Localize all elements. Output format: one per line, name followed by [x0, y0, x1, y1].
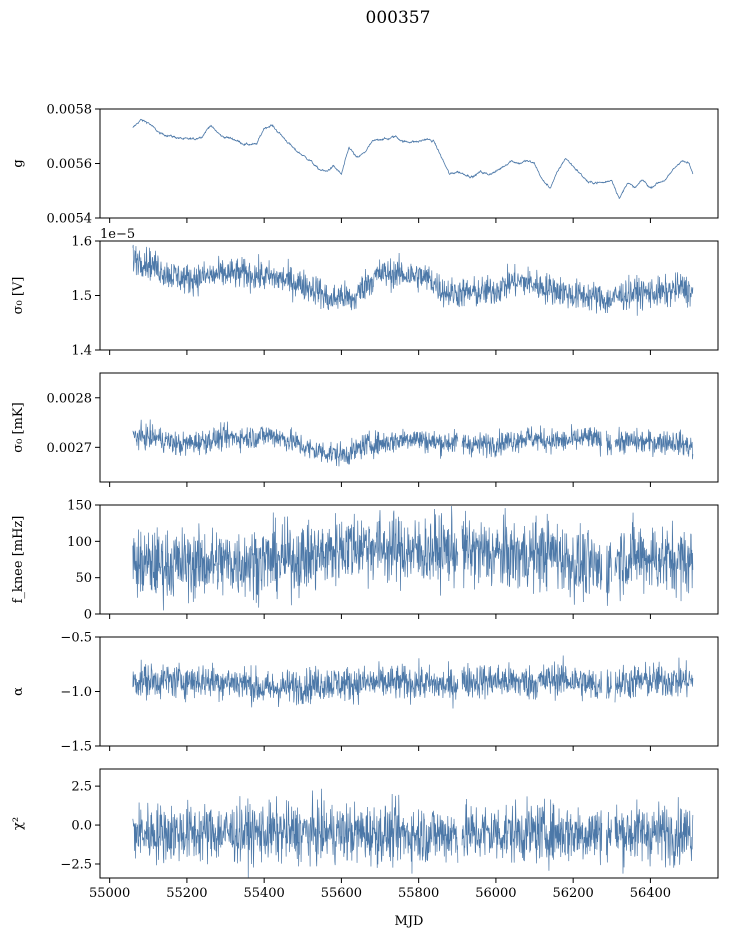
axes-frame: [99, 504, 719, 615]
y-tick-label: 50: [75, 571, 92, 586]
x-tick-label: 55400: [243, 886, 284, 901]
x-tick-label: 55600: [321, 886, 362, 901]
y-axis-label: f_knee [mHz]: [11, 516, 26, 604]
panel-2: 0.0027 0.0028 σ₀ [mK]: [11, 372, 719, 487]
y-axis-label: χ²: [11, 817, 26, 830]
x-tick-label: 56200: [552, 886, 593, 901]
y-tick-label: 0.0028: [47, 391, 93, 406]
panel-4: −1.5 −1.0 −0.5 α: [11, 631, 719, 755]
y-tick-label: 150: [67, 499, 92, 514]
x-axis-label: MJD: [395, 914, 424, 929]
panel-0: 0.0054 0.0056 0.0058 g: [11, 103, 719, 227]
x-tick-label: 56400: [630, 886, 671, 901]
figure-title: 000357: [366, 8, 431, 28]
y-tick-label: 1.5: [71, 289, 92, 304]
y-tick-label: 0: [84, 608, 92, 623]
y-axis-label: g: [11, 159, 26, 167]
offset-text: 1e−5: [100, 227, 135, 242]
y-tick-label: 0.0054: [47, 212, 93, 227]
x-tick-label: 55800: [398, 886, 439, 901]
axes-frame: [99, 768, 719, 879]
y-tick-label: 1.4: [71, 344, 92, 359]
y-axis-label: σ₀ [V]: [11, 277, 26, 315]
x-tick-label: 55200: [166, 886, 207, 901]
y-tick-label: 1.6: [71, 235, 92, 250]
y-tick-label: −0.5: [60, 631, 92, 646]
y-tick-label: 0.0058: [47, 103, 93, 118]
panel-1: 1.4 1.5 1.6 σ₀ [V] 1e−5: [11, 227, 719, 359]
panel-5: −2.5 0.0 2.5 55000 55200 55400 55600 55800 56000…: [11, 768, 719, 901]
axes-frame: [99, 108, 719, 219]
series-line: [132, 655, 694, 709]
series-line: [132, 244, 694, 316]
y-tick-label: −1.0: [60, 685, 92, 700]
y-tick-label: −1.5: [60, 740, 92, 755]
series-line: [132, 118, 694, 199]
y-tick-label: 0.0056: [47, 157, 93, 172]
y-axis-label: α: [11, 687, 26, 696]
y-tick-label: 0.0: [71, 819, 92, 834]
y-tick-label: 2.5: [71, 780, 92, 795]
axes-frame: [99, 372, 719, 483]
y-tick-label: 0.0027: [47, 441, 93, 456]
y-axis-label: σ₀ [mK]: [11, 402, 26, 452]
panel-3: 0 50 100 150 f_knee [mHz]: [11, 499, 719, 623]
y-tick-label: 100: [67, 535, 92, 550]
series-line: [132, 419, 694, 467]
series-line: [132, 505, 694, 611]
series-line: [132, 788, 694, 878]
y-tick-label: −2.5: [60, 857, 92, 872]
x-tick-label: 55000: [89, 886, 130, 901]
x-tick-label: 56000: [475, 886, 516, 901]
